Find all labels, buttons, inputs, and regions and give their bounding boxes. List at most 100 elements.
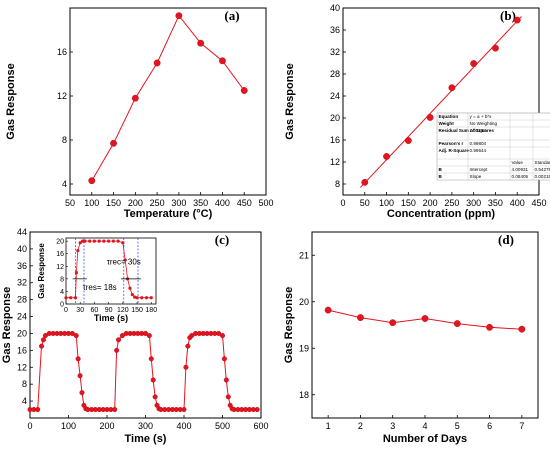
x-axis-label: Number of Days — [383, 433, 467, 445]
inset-data-point — [78, 241, 82, 245]
panel-c: 0 100 200 300 400 500 60048121620242832364044T… — [1, 227, 269, 445]
data-point — [219, 333, 225, 339]
y-tick-label: 20 — [330, 113, 340, 123]
y-tick-label: 4 — [62, 179, 67, 189]
inset-x-tick-label: 180 — [145, 307, 157, 314]
data-point — [453, 320, 461, 328]
x-tick-label: 300 — [171, 198, 186, 208]
data-point — [240, 87, 248, 94]
inset-x-tick-label: 90 — [105, 307, 113, 314]
x-tick-label: 100 — [84, 198, 99, 208]
inset-data-point — [123, 258, 127, 262]
x-tick-label: 0 — [340, 198, 345, 208]
fit-table-cell: Standard Error — [535, 160, 550, 165]
x-tick-label: 400 — [215, 198, 230, 208]
x-tick-label: 600 — [253, 421, 268, 431]
inset-y-tick-label: 8 — [60, 276, 64, 283]
plot-frame — [69, 7, 267, 196]
y-tick-label: 28 — [330, 69, 340, 79]
data-point — [357, 314, 364, 321]
x-tick-label: 250 — [150, 198, 165, 208]
fit-table-cell: 4.00931 — [512, 167, 529, 172]
inset-data-point — [111, 239, 115, 243]
fit-table-cell: Pearson's r — [439, 141, 464, 146]
inset-data-point — [80, 239, 85, 243]
x-tick-label: 2 — [358, 421, 363, 431]
inset-data-point — [140, 296, 144, 300]
y-tick-label: 21 — [299, 250, 309, 260]
data-point — [150, 377, 156, 383]
x-tick-label: 100 — [379, 198, 394, 208]
inset-x-tick-label: 60 — [91, 307, 99, 314]
fit-table-cell: No Weighting — [470, 121, 498, 126]
y-tick-label: 36 — [17, 261, 27, 271]
inset-annotation-response: τres= 18s — [83, 283, 117, 292]
fit-table-cell: Weight — [439, 121, 455, 126]
inset-data-point — [73, 296, 78, 300]
inset-chart: 0 30 60 90 120 150 180 0 4 8 12 16 20 Time (s) Gas Res… — [37, 237, 157, 323]
inset-data-point — [76, 248, 80, 253]
y-tick-label: 19 — [299, 343, 309, 353]
x-tick-label: 200 — [128, 198, 143, 208]
x-tick-label: 200 — [99, 421, 114, 431]
inset-y-tick-label: 16 — [56, 251, 64, 258]
y-tick-label: 12 — [17, 362, 27, 372]
data-point — [189, 333, 195, 339]
inset-frame — [65, 237, 157, 305]
data-point — [142, 330, 148, 336]
data-point — [39, 343, 45, 349]
data-point — [110, 139, 117, 147]
inset-x-tick-label: 0 — [64, 307, 68, 314]
x-tick-label: 400 — [176, 421, 191, 431]
fit-table-cell: Residual Sum of Squares — [439, 128, 495, 133]
data-point — [35, 407, 41, 413]
y-tick-label: 16 — [57, 47, 67, 57]
x-tick-label: 450 — [531, 198, 546, 208]
series-line — [30, 333, 258, 410]
y-tick-label: 16 — [330, 135, 340, 145]
data-point — [88, 177, 96, 185]
data-point — [148, 356, 154, 362]
inset-data-point — [135, 296, 139, 300]
inset-data-point — [144, 296, 149, 300]
data-point — [116, 337, 122, 343]
inset-y-tick-label: 20 — [56, 239, 64, 246]
data-point — [40, 337, 46, 343]
data-point — [75, 356, 81, 362]
data-point — [404, 137, 412, 144]
data-point — [426, 114, 434, 121]
y-tick-label: 4 — [22, 396, 27, 406]
y-axis-label: Gas Response — [5, 63, 17, 139]
plot-frame — [342, 7, 540, 196]
data-point — [448, 84, 456, 92]
fit-table-cell: y = a + b*x — [470, 114, 493, 119]
inset-annotation-recovery: τrec= 30s — [107, 258, 141, 267]
inset-data-point — [74, 270, 79, 275]
data-point — [79, 390, 85, 396]
data-point — [152, 394, 158, 400]
y-tick-label: 40 — [17, 244, 27, 254]
inset-y-tick-label: 0 — [60, 302, 64, 309]
x-tick-label: 500 — [215, 421, 230, 431]
y-tick-label: 44 — [17, 227, 27, 237]
y-tick-label: 20 — [17, 328, 27, 338]
y-tick-label: 12 — [57, 91, 67, 101]
y-tick-label: 8 — [22, 379, 27, 389]
x-tick-label: 150 — [106, 198, 121, 208]
fit-table-cell: B — [439, 174, 443, 179]
x-tick-label: 150 — [401, 198, 416, 208]
x-axis-label: Concentration (ppm) — [387, 208, 495, 220]
data-point — [197, 39, 205, 47]
x-tick-label: 4 — [422, 421, 427, 431]
panel-label: (c) — [215, 232, 229, 247]
inset-x-tick-label: 150 — [131, 307, 143, 314]
x-tick-label: 5 — [455, 421, 460, 431]
data-point — [421, 315, 429, 322]
inset-x-tick-label: 120 — [117, 307, 129, 314]
series-line — [91, 14, 245, 181]
inset-data-point — [107, 239, 111, 243]
data-point — [513, 16, 521, 24]
data-point — [492, 44, 499, 52]
panel-b: 0 50 100 150 200 250 300 350 400 450 8 12 16 20 24 28 32… — [284, 3, 550, 220]
